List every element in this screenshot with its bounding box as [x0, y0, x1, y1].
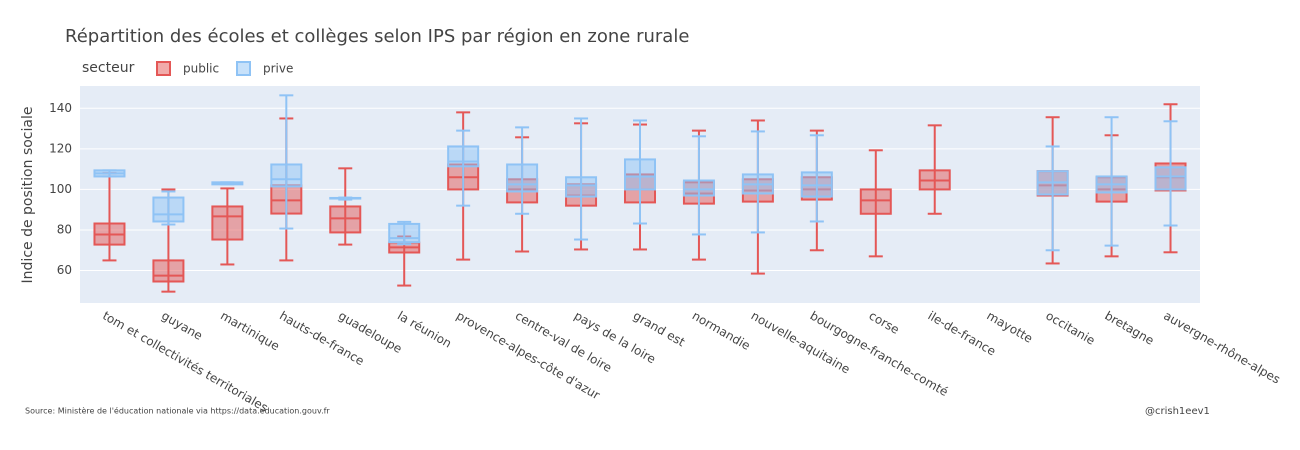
y-tick-label: 60 [57, 263, 72, 277]
x-tick-label: bretagne [1102, 309, 1156, 348]
box [211, 205, 244, 241]
x-tick-label: centre-val de loire [513, 309, 614, 376]
y-tick-label: 120 [49, 141, 72, 155]
box [329, 205, 362, 234]
box [682, 179, 715, 197]
box [270, 163, 303, 188]
chart-title: Répartition des écoles et collèges selon… [65, 26, 689, 47]
box [388, 222, 421, 244]
x-tick-label: guyane [159, 309, 205, 343]
y-tick-label: 80 [57, 222, 72, 236]
legend-swatch [236, 61, 251, 76]
box [152, 196, 185, 223]
x-tick-label: normandie [690, 309, 753, 353]
y-tick-label: 100 [49, 182, 72, 196]
box [1154, 166, 1187, 191]
box [565, 176, 598, 198]
x-tick-label: auvergne-rhône-alpes [1161, 309, 1282, 387]
box [506, 163, 539, 193]
legend-label: prive [263, 62, 293, 76]
x-tick-label: corse [867, 309, 902, 337]
legend-swatch [156, 61, 171, 76]
credit: @crish1eev1 [1145, 406, 1210, 417]
source-note: Source: Ministère de l'éducation nationa… [25, 406, 330, 416]
y-axis-title: Indice de position sociale [20, 107, 36, 284]
legend-label: public [183, 62, 219, 76]
x-tick-label: mayotte [984, 309, 1035, 346]
box [859, 188, 892, 215]
legend-title: secteur [82, 60, 135, 76]
box [447, 145, 480, 168]
x-tick-label: occitanie [1043, 309, 1097, 348]
x-tick-label: martinique [218, 309, 282, 354]
box [152, 259, 185, 283]
x-tick-label: nouvelle-aquitaine [749, 309, 853, 377]
box [624, 158, 656, 191]
y-tick-label: 140 [49, 101, 72, 115]
